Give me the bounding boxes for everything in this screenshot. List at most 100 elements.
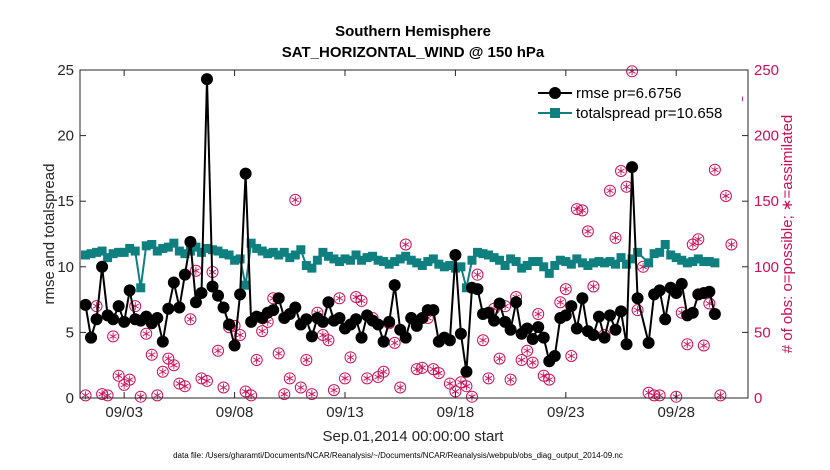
totalspread-point (114, 247, 124, 257)
rmse-point (532, 321, 545, 334)
rmse-point (592, 310, 605, 323)
totalspread-point (522, 260, 532, 270)
y-right-tick-label: 50 (754, 324, 771, 341)
totalspread-point (191, 242, 201, 252)
y-axis-label-right: # of obs: o=possible; ∗=assimilated (779, 115, 796, 354)
rmse-point (609, 323, 622, 336)
totalspread-point (622, 259, 632, 269)
totalspread-point (649, 249, 659, 259)
obs-marker (504, 373, 517, 386)
totalspread-point (103, 253, 113, 263)
y-right-tick-label: 100 (754, 259, 779, 276)
totalspread-point (97, 246, 107, 256)
obs-marker (156, 365, 169, 378)
rmse-point (443, 334, 456, 347)
obs-marker (565, 350, 578, 363)
totalspread-point (390, 257, 400, 267)
totalspread-point (704, 257, 714, 267)
totalspread-point (688, 257, 698, 267)
obs-marker (714, 389, 727, 402)
x-tick-label: 09/18 (437, 404, 475, 421)
y-left-tick-label: 15 (57, 193, 74, 210)
totalspread-point (141, 241, 151, 251)
rmse-point (449, 248, 462, 261)
totalspread-point (125, 243, 135, 253)
totalspread-point (219, 249, 229, 259)
obs-marker (609, 231, 622, 244)
totalspread-point (500, 260, 510, 270)
totalspread-point (307, 263, 317, 273)
rmse-point (123, 284, 136, 297)
obs-marker (697, 339, 710, 352)
rmse-point (300, 313, 313, 326)
rmse-point (90, 313, 103, 326)
totalspread-point (677, 255, 687, 265)
totalspread-point (583, 260, 593, 270)
totalspread-point (235, 254, 245, 264)
totalspread-point (406, 255, 416, 265)
obs-marker (272, 347, 285, 360)
rmse-point (454, 327, 467, 340)
y-left-tick-label: 5 (66, 324, 74, 341)
totalspread-point (252, 243, 262, 253)
obs-marker (493, 352, 506, 365)
totalspread-point (136, 283, 146, 293)
totalspread-point (312, 255, 322, 265)
obs-marker (140, 327, 153, 340)
totalspread-point (445, 260, 455, 270)
y-right-tick-label: 200 (754, 128, 779, 145)
totalspread-point (268, 247, 278, 257)
obs-marker (515, 353, 528, 366)
rmse-point (234, 288, 247, 301)
totalspread-point (550, 260, 560, 270)
totalspread-point (379, 257, 389, 267)
chart-title-line-1: Southern Hemisphere (335, 23, 491, 40)
obs-marker (333, 292, 346, 305)
totalspread-point (561, 257, 571, 267)
obs-marker (708, 163, 721, 176)
rmse-point (708, 308, 721, 321)
totalspread-point (572, 254, 582, 264)
x-tick-label: 09/28 (657, 404, 695, 421)
obs-marker (521, 344, 534, 357)
totalspread-point (119, 247, 129, 257)
totalspread-point (495, 255, 505, 265)
rmse-point (565, 300, 578, 313)
totalspread-point (158, 243, 168, 253)
totalspread-point (92, 247, 102, 257)
rmse-point (504, 323, 517, 336)
rmse-point (223, 318, 236, 331)
x-tick-label: 09/23 (547, 404, 585, 421)
totalspread-point (412, 258, 422, 268)
totalspread-point (357, 255, 367, 265)
obs-marker (581, 225, 594, 238)
totalspread-point (417, 260, 427, 270)
legend-marker-rmse (549, 87, 561, 99)
obs-marker (167, 359, 180, 372)
obs-marker (399, 238, 412, 251)
totalspread-point (655, 247, 665, 257)
rmse-point (228, 339, 241, 352)
rmse-point (471, 283, 484, 296)
rmse-point (388, 279, 401, 292)
totalspread-point (611, 259, 621, 269)
y-right-tick-label: 0 (754, 390, 762, 407)
obs-marker (123, 373, 136, 386)
axes-box (79, 69, 749, 399)
obs-marker (145, 348, 158, 361)
rmse-point (576, 292, 589, 305)
obs-marker (692, 233, 705, 246)
rmse-point (350, 313, 363, 326)
obs-marker (543, 373, 556, 386)
obs-marker (432, 367, 445, 380)
y-axis-label-left: rmse and totalspread (41, 164, 58, 305)
totalspread-point (439, 262, 449, 272)
rmse-point (212, 289, 225, 302)
totalspread-point (644, 258, 654, 268)
rmse-point (570, 322, 583, 335)
rmse-point (488, 314, 501, 327)
rmse-point (316, 315, 329, 328)
obs-marker (338, 372, 351, 385)
y-left-tick-label: 0 (66, 390, 74, 407)
